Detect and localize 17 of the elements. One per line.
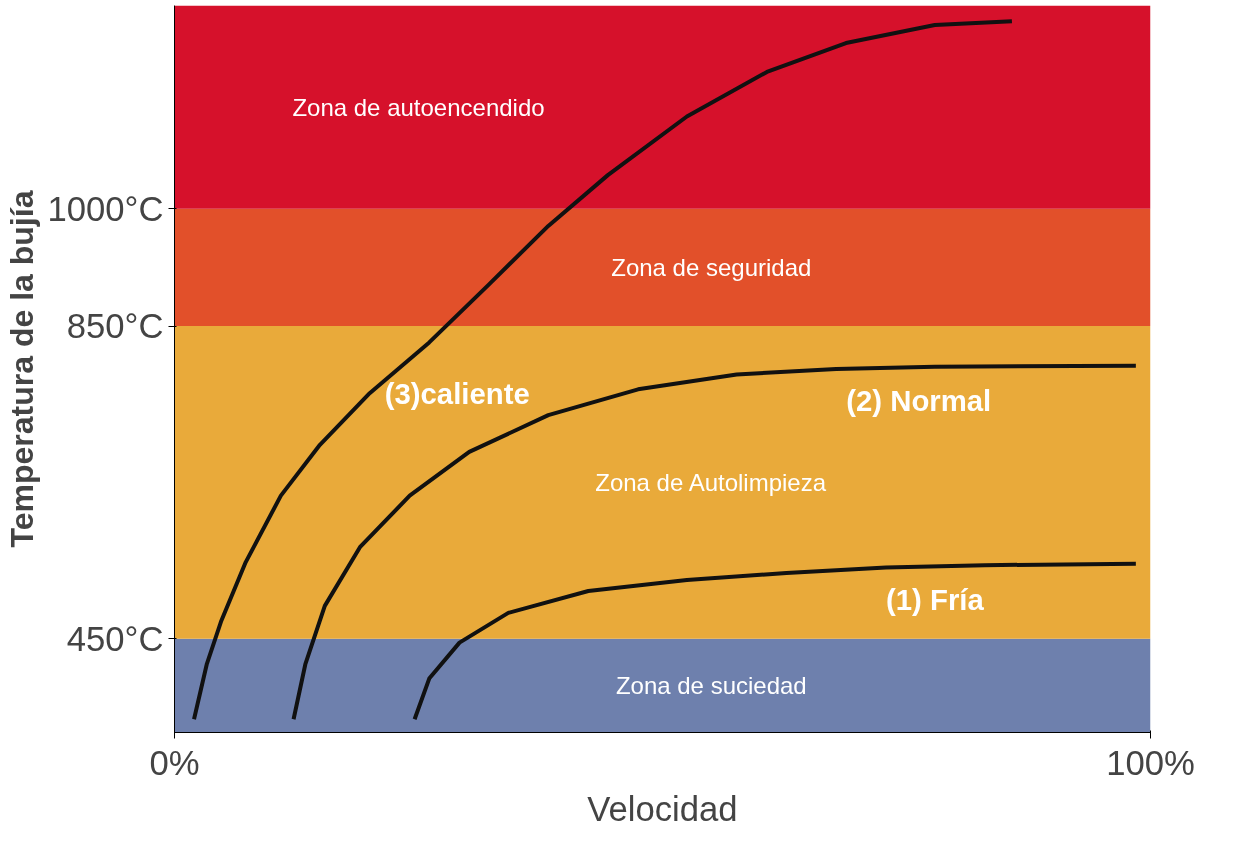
band-label: Zona de autoencendido bbox=[292, 93, 545, 121]
band-label: Zona de seguridad bbox=[611, 253, 812, 281]
band-label: Zona de Autolimpieza bbox=[595, 468, 827, 496]
x-axis-title: Velocidad bbox=[587, 789, 738, 828]
line-series bbox=[291, 363, 1138, 722]
y-tick-label: 1000°C bbox=[47, 189, 164, 228]
series-label: (2) Normal bbox=[846, 384, 992, 417]
series-label: (3)caliente bbox=[384, 376, 530, 410]
line-series bbox=[412, 561, 1138, 722]
x-tick-label: 0% bbox=[149, 743, 200, 782]
x-tick-label: 100% bbox=[1106, 743, 1195, 782]
y-tick-label: 850°C bbox=[66, 307, 164, 346]
y-tick-label: 450°C bbox=[66, 619, 164, 658]
line-series bbox=[192, 19, 1014, 722]
band-label: Zona de suciedad bbox=[615, 672, 807, 700]
series-label: (1) Fría bbox=[886, 582, 985, 616]
y-axis-title: Temperatura de la bujía bbox=[3, 190, 40, 548]
